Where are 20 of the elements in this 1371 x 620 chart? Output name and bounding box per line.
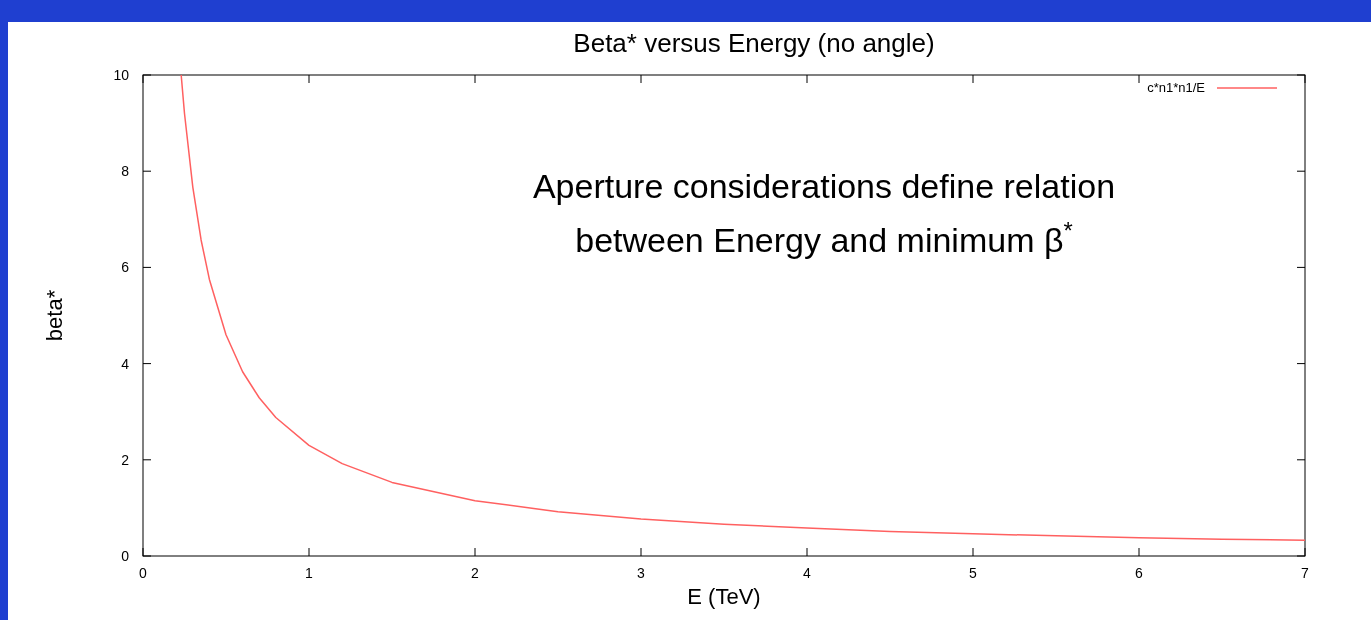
x-tick-label: 0 <box>139 565 148 581</box>
y-tick-label: 4 <box>121 355 130 372</box>
chart-title: Beta* versus Energy (no angle) <box>573 28 935 58</box>
annotation: Aperture considerations define relation between Energy and minimum β$^{*}$ <box>532 167 1116 259</box>
y-tick-label: 2 <box>121 451 130 468</box>
x-tick-label: 2 <box>471 565 480 581</box>
line-series <box>180 75 1305 541</box>
text: c*n1*n1/E <box>1147 80 1206 95</box>
y-tick-label: 0 <box>121 548 130 564</box>
y-tick-label: 10 <box>113 67 130 83</box>
y-tick-label: 8 <box>121 163 130 180</box>
x-tick-label: 6 <box>1135 565 1144 581</box>
x-tick-label: 4 <box>803 565 812 581</box>
x-tick-label: 7 <box>1301 565 1310 581</box>
x-tick-label: 5 <box>969 565 978 581</box>
y-tick-label: 6 <box>121 259 130 276</box>
x-axis-title: E (TeV) <box>687 584 761 609</box>
x-tick-label: 3 <box>637 565 646 581</box>
x-tick-label: 1 <box>305 565 314 581</box>
y-axis-title: beta* <box>42 289 67 342</box>
